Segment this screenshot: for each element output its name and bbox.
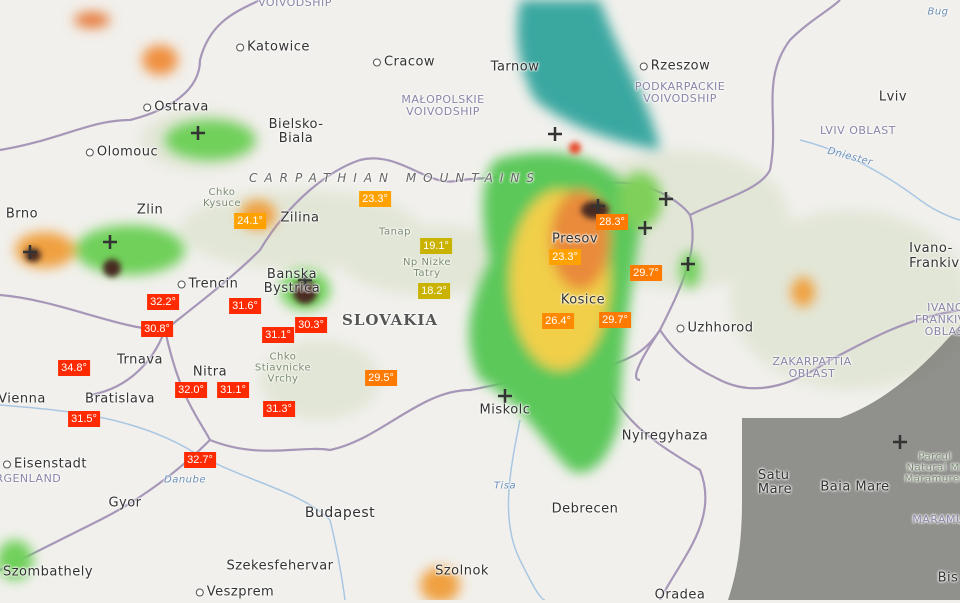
lightning-strike-icon [298,273,312,287]
city-label[interactable]: Bis [937,570,959,586]
city-label[interactable]: Ostrava [143,100,209,115]
mountain-range-label: CARPATHIAN MOUNTAINS [249,171,541,185]
region-label: LVIV OBLAST [819,124,897,137]
temperature-badge[interactable]: 34.8° [58,360,90,376]
river-label: Bug [927,6,949,18]
city-label[interactable]: Trencin [178,277,239,292]
park-label: Chko Stiavnicke Vrchy [254,351,312,385]
temperature-badge[interactable]: 18.2° [418,283,450,299]
city-label[interactable]: Baia Mare [820,479,890,495]
city-label[interactable]: Kosice [560,292,606,308]
city-label[interactable]: Lviv [878,89,908,105]
city-label[interactable]: Budapest [304,505,376,521]
city-label[interactable]: Bielsko- Biala [268,117,324,146]
lightning-strike-icon [681,257,695,271]
temperature-badge[interactable]: 26.4° [542,313,574,329]
no-coverage-overlay [728,325,960,600]
radar-precipitation [0,0,815,600]
region-label: IVANO- FRANKIVSK OBLAST [915,301,960,338]
lightning-strike-icon [103,235,117,249]
city-label[interactable]: Vienna [0,391,46,407]
region-label: ZAKARPATTIA OBLAST [772,355,852,380]
river-label: Tisa [493,480,517,492]
temperature-badge[interactable]: 32.2° [147,294,179,310]
city-label[interactable]: Olomouc [86,145,158,160]
lightning-strike-icon [638,221,652,235]
region-label: VOIVODSHIP [258,0,332,9]
region-label: MAŁOPOLSKIE VOIVODSHIP [401,93,485,118]
city-label[interactable]: Szolnok [435,563,489,579]
temperature-badge[interactable]: 31.1° [217,382,249,398]
temperature-badge[interactable]: 19.1° [420,238,452,254]
lightning-strike-icon [591,199,605,213]
temperature-badge[interactable]: 31.6° [229,298,261,314]
park-label: Parcul Natural M. Maramures [904,451,960,485]
region-label: PODKARPACKIE VOIVODSHIP [634,80,726,105]
city-label[interactable]: Miskolc [479,402,531,418]
temperature-badge[interactable]: 28.3° [596,214,628,230]
city-label[interactable]: Satu Mare [757,468,793,497]
region-label: BURGENLAND [0,472,62,485]
temperature-badge[interactable]: 30.8° [141,321,173,337]
temperature-badge[interactable]: 24.1° [234,213,266,229]
city-label[interactable]: Tarnow [490,59,540,75]
temperature-badge[interactable]: 32.7° [184,452,216,468]
city-label[interactable]: Szekesfehervar [226,558,334,574]
temperature-badge[interactable]: 32.0° [175,382,207,398]
city-label[interactable]: Zlin [136,202,164,218]
park-label: Chko Kysuce [203,187,241,209]
lightning-strike-icon [498,389,512,403]
city-label[interactable]: Uzhhorod [676,321,753,336]
city-label[interactable]: Nyiregyhaza [621,428,709,444]
city-label[interactable]: Nitra [192,364,228,380]
city-label[interactable]: Ivano- Frankivsk [909,241,960,271]
city-label[interactable]: Eisenstadt [3,457,87,472]
park-label: Np Nizke Tatry [402,257,452,279]
city-label[interactable]: Brno [5,206,39,222]
lightning-strike-icon [659,192,673,206]
city-label[interactable]: Gyor [108,495,142,511]
region-label: MARAMURES [912,513,960,526]
temperature-badge[interactable]: 31.5° [68,411,100,427]
city-label[interactable]: Bratislava [85,391,155,407]
temperature-badge[interactable]: 29.7° [599,312,631,328]
city-label[interactable]: Zilina [280,210,320,226]
lightning-strike-icon [23,245,37,259]
lightning-strike-icon [191,126,205,140]
park-label: Tanap [379,226,411,238]
temperature-badge[interactable]: 30.3° [295,317,327,333]
temperature-badge[interactable]: 23.3° [359,191,391,207]
city-label[interactable]: Veszprem [196,585,274,600]
city-label[interactable]: Trnava [116,352,164,368]
temperature-badge[interactable]: 29.5° [365,370,397,386]
city-label[interactable]: Cracow [373,55,435,70]
city-label[interactable]: Oradea [654,587,706,603]
city-label[interactable]: Szombathely [2,564,94,580]
city-label[interactable]: Banska Bystrica [263,267,321,296]
city-label[interactable]: Debrecen [551,501,619,517]
temperature-badge[interactable]: 31.1° [262,327,294,343]
city-label[interactable]: Katowice [236,40,310,55]
temperature-badge[interactable]: 31.3° [263,401,295,417]
country-label: SLOVAKIA [342,311,438,329]
lightning-strike-icon [548,127,562,141]
city-label[interactable]: Presov [551,231,599,247]
temperature-badge[interactable]: 23.3° [549,249,581,265]
river-label: Danube [163,474,207,486]
city-label[interactable]: Rzeszow [640,59,711,74]
temperature-badge[interactable]: 29.7° [630,265,662,281]
lightning-strike-icon [893,435,907,449]
